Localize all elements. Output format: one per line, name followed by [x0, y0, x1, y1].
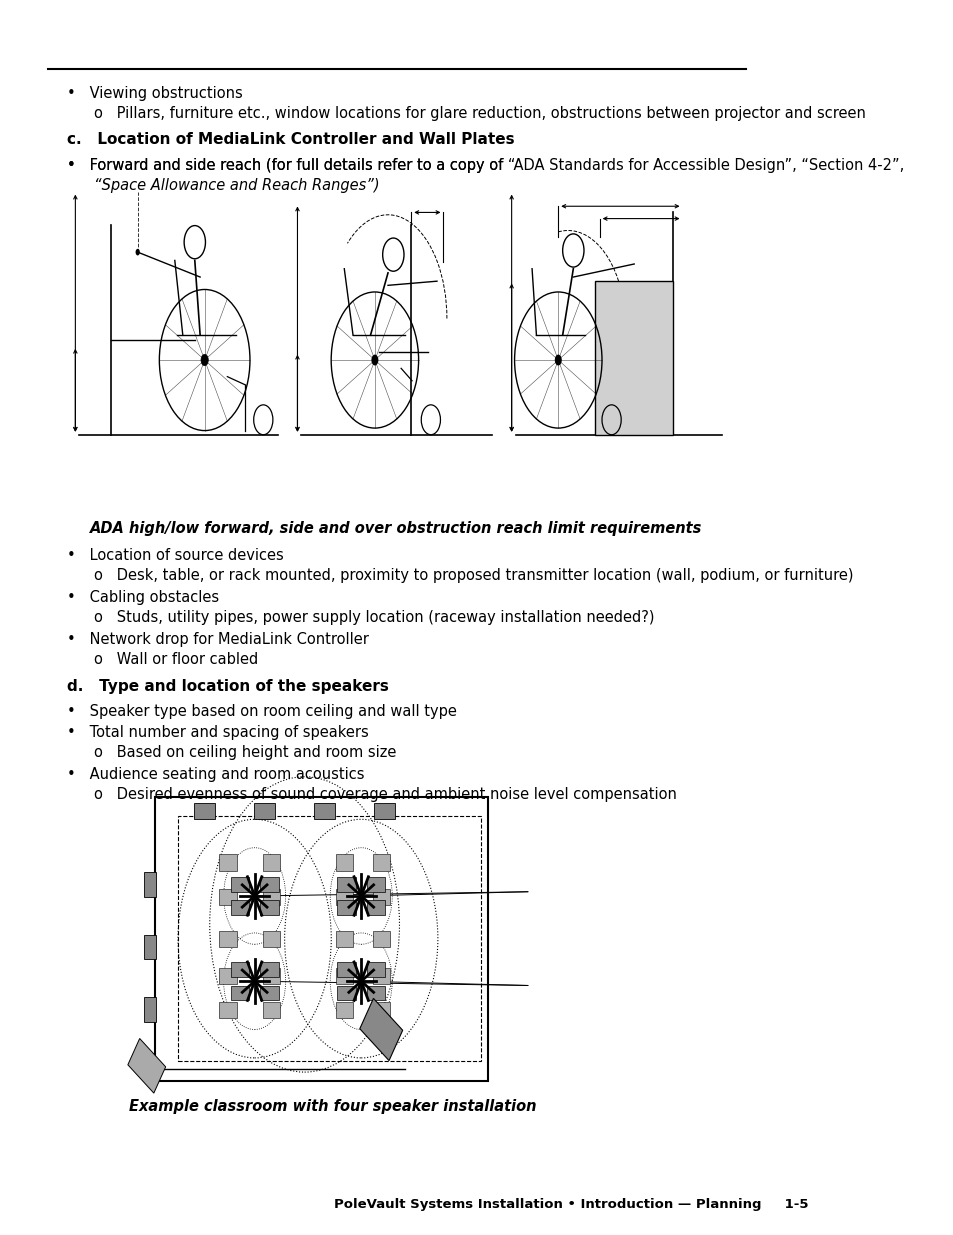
Bar — [336, 986, 355, 1000]
Text: o   Pillars, furniture etc., window locations for glare reduction, obstructions : o Pillars, furniture etc., window locati… — [93, 106, 864, 121]
Text: PoleVault Systems Installation • Introduction — Planning     1-5: PoleVault Systems Installation • Introdu… — [334, 1198, 807, 1210]
Bar — [262, 931, 280, 947]
Text: o   Studs, utility pipes, power supply location (raceway installation needed?): o Studs, utility pipes, power supply loc… — [93, 610, 654, 625]
Text: d.   Type and location of the speakers: d. Type and location of the speakers — [68, 679, 389, 694]
Bar — [144, 872, 156, 897]
Bar — [260, 986, 278, 1000]
Bar — [231, 877, 249, 892]
Bar — [336, 962, 355, 977]
Bar — [262, 968, 280, 984]
Bar — [366, 877, 385, 892]
Text: o   Desired evenness of sound coverage and ambient noise level compensation: o Desired evenness of sound coverage and… — [93, 787, 676, 802]
Bar — [219, 968, 236, 984]
Text: “Space Allowance and Reach Ranges”): “Space Allowance and Reach Ranges”) — [93, 178, 379, 193]
Bar — [372, 1003, 390, 1018]
Bar — [366, 900, 385, 915]
Bar — [128, 1039, 166, 1093]
Bar — [335, 889, 353, 904]
Bar — [372, 889, 390, 904]
Text: o   Wall or floor cabled: o Wall or floor cabled — [93, 652, 257, 667]
Circle shape — [371, 354, 378, 366]
Bar — [335, 855, 353, 871]
Circle shape — [135, 248, 140, 256]
Bar — [374, 803, 395, 819]
Bar — [144, 998, 156, 1023]
Text: o   Based on ceiling height and room size: o Based on ceiling height and room size — [93, 745, 395, 760]
Text: •   Viewing obstructions: • Viewing obstructions — [68, 86, 243, 101]
Bar — [262, 1003, 280, 1018]
Bar — [262, 889, 280, 904]
Text: •   Total number and spacing of speakers: • Total number and spacing of speakers — [68, 725, 369, 740]
Bar — [231, 900, 249, 915]
Bar — [154, 797, 487, 1081]
Bar — [359, 998, 402, 1061]
Bar — [372, 855, 390, 871]
Bar — [144, 935, 156, 960]
Bar — [366, 986, 385, 1000]
Text: •   Audience seating and room acoustics: • Audience seating and room acoustics — [68, 767, 365, 782]
Circle shape — [555, 354, 561, 366]
Text: Example classroom with four speaker installation: Example classroom with four speaker inst… — [130, 1099, 537, 1114]
Bar — [260, 962, 278, 977]
Bar — [335, 968, 353, 984]
Text: •   Forward and side reach (for full details refer to a copy of: • Forward and side reach (for full detai… — [68, 158, 508, 173]
Bar — [314, 803, 335, 819]
Bar — [335, 931, 353, 947]
Text: •   Network drop for MediaLink Controller: • Network drop for MediaLink Controller — [68, 632, 369, 647]
Bar — [372, 931, 390, 947]
Bar — [194, 803, 214, 819]
Bar — [335, 1003, 353, 1018]
FancyBboxPatch shape — [595, 280, 673, 435]
Bar — [336, 877, 355, 892]
Bar — [254, 803, 274, 819]
Bar — [219, 1003, 236, 1018]
Circle shape — [201, 354, 208, 366]
Bar — [366, 962, 385, 977]
Text: •   Cabling obstacles: • Cabling obstacles — [68, 590, 219, 605]
Bar — [260, 877, 278, 892]
Bar — [260, 900, 278, 915]
Bar — [231, 962, 249, 977]
Bar — [372, 968, 390, 984]
Bar — [178, 816, 480, 1061]
Text: •   Location of source devices: • Location of source devices — [68, 548, 284, 563]
Bar — [262, 855, 280, 871]
Bar — [219, 855, 236, 871]
Bar — [231, 986, 249, 1000]
Text: ADA high/low forward, side and over obstruction reach limit requirements: ADA high/low forward, side and over obst… — [91, 521, 702, 536]
Text: c.   Location of MediaLink Controller and Wall Plates: c. Location of MediaLink Controller and … — [68, 132, 515, 147]
Bar — [336, 900, 355, 915]
Bar — [219, 931, 236, 947]
Text: •   Speaker type based on room ceiling and wall type: • Speaker type based on room ceiling and… — [68, 704, 456, 719]
Bar — [219, 889, 236, 904]
Text: •   Forward and side reach (for full details refer to a copy of “ADA Standards f: • Forward and side reach (for full detai… — [68, 158, 903, 173]
Text: o   Desk, table, or rack mounted, proximity to proposed transmitter location (wa: o Desk, table, or rack mounted, proximit… — [93, 568, 852, 583]
